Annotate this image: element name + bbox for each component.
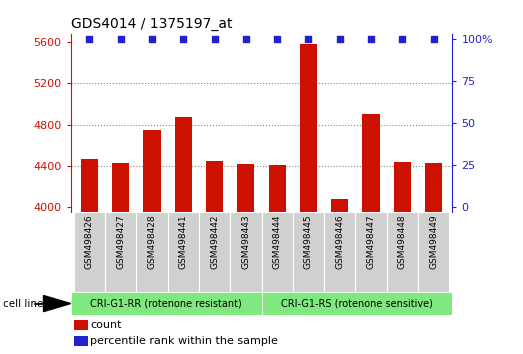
- Bar: [74, 320, 88, 330]
- Bar: [143, 130, 161, 354]
- Point: [210, 36, 219, 41]
- Text: CRI-G1-RS (rotenone sensitive): CRI-G1-RS (rotenone sensitive): [281, 298, 433, 309]
- Point: [85, 36, 94, 41]
- Text: percentile rank within the sample: percentile rank within the sample: [90, 336, 278, 346]
- Point: [273, 36, 281, 41]
- Point: [148, 36, 156, 41]
- Text: GSM498442: GSM498442: [210, 215, 219, 269]
- Text: GSM498447: GSM498447: [367, 215, 376, 269]
- Point: [304, 36, 313, 41]
- Bar: [394, 162, 411, 354]
- Bar: [230, 212, 262, 292]
- Bar: [137, 212, 167, 292]
- Text: count: count: [90, 320, 122, 330]
- Bar: [356, 212, 386, 292]
- Text: GSM498446: GSM498446: [335, 215, 344, 269]
- Point: [117, 36, 125, 41]
- Text: GDS4014 / 1375197_at: GDS4014 / 1375197_at: [71, 17, 232, 31]
- Text: GSM498445: GSM498445: [304, 215, 313, 269]
- Bar: [293, 212, 324, 292]
- Text: GSM498441: GSM498441: [179, 215, 188, 269]
- Bar: [362, 114, 380, 354]
- Bar: [175, 117, 192, 354]
- Text: GSM498449: GSM498449: [429, 215, 438, 269]
- Text: GSM498427: GSM498427: [116, 215, 125, 269]
- Bar: [262, 212, 293, 292]
- Point: [398, 36, 406, 41]
- Point: [429, 36, 438, 41]
- Bar: [237, 164, 255, 354]
- Text: GSM498428: GSM498428: [147, 215, 156, 269]
- Bar: [81, 159, 98, 354]
- Bar: [74, 336, 88, 346]
- Text: GSM498444: GSM498444: [272, 215, 282, 269]
- Bar: [386, 212, 418, 292]
- Point: [179, 36, 187, 41]
- Text: GSM498448: GSM498448: [398, 215, 407, 269]
- Text: GSM498443: GSM498443: [241, 215, 251, 269]
- Polygon shape: [43, 296, 71, 312]
- Bar: [199, 212, 230, 292]
- Bar: [112, 163, 129, 354]
- Bar: [167, 212, 199, 292]
- Bar: [418, 212, 449, 292]
- Text: cell line: cell line: [3, 298, 43, 309]
- Bar: [206, 161, 223, 354]
- Bar: [425, 163, 442, 354]
- Point: [242, 36, 250, 41]
- Bar: [331, 199, 348, 354]
- Bar: [262, 292, 452, 315]
- Bar: [268, 165, 286, 354]
- Point: [336, 36, 344, 41]
- Point: [367, 36, 375, 41]
- Bar: [105, 212, 137, 292]
- Bar: [71, 292, 262, 315]
- Text: GSM498426: GSM498426: [85, 215, 94, 269]
- Text: CRI-G1-RR (rotenone resistant): CRI-G1-RR (rotenone resistant): [90, 298, 242, 309]
- Bar: [74, 212, 105, 292]
- Bar: [300, 44, 317, 354]
- Bar: [324, 212, 356, 292]
